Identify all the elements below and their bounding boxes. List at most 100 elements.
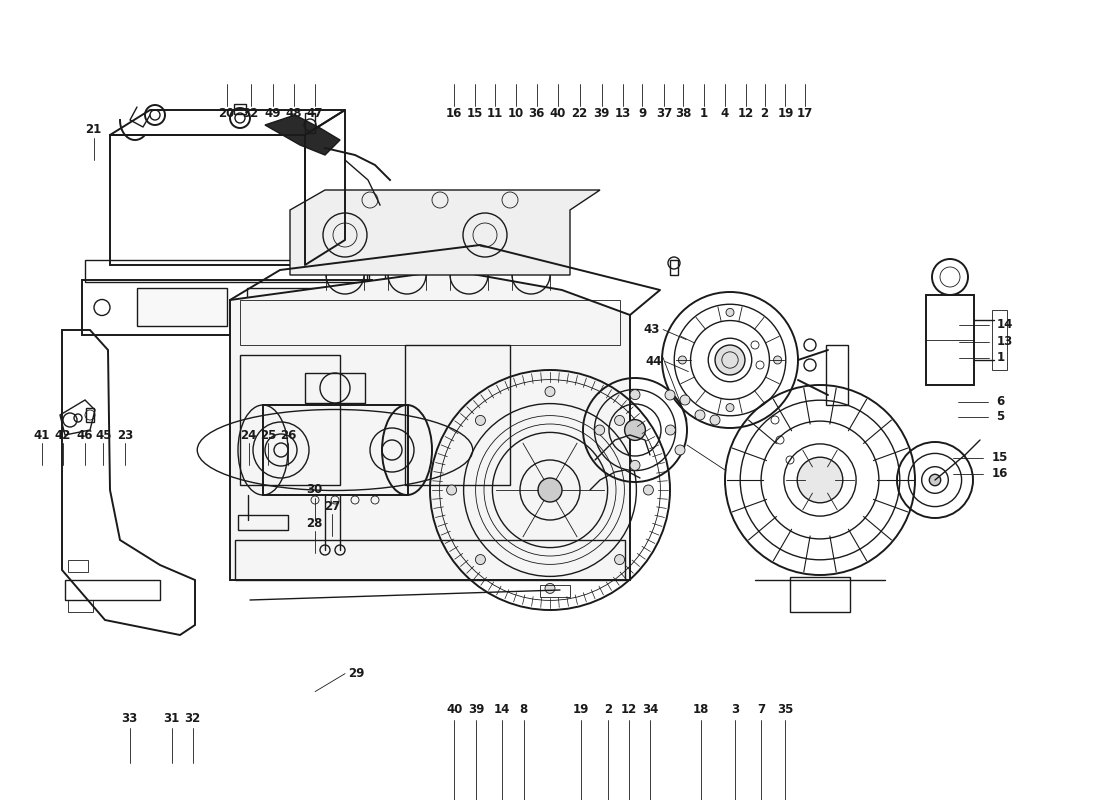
Bar	[926, 295, 974, 385]
Text: 47: 47	[307, 107, 322, 120]
Text: 20: 20	[219, 107, 234, 120]
Polygon shape	[265, 115, 340, 155]
Text: 5: 5	[996, 410, 1004, 423]
Text: 16: 16	[991, 467, 1008, 480]
Text: 32: 32	[185, 712, 200, 725]
Text: 27: 27	[324, 500, 340, 513]
Circle shape	[726, 403, 734, 411]
Text: 6: 6	[996, 395, 1004, 408]
Circle shape	[719, 350, 740, 370]
Text: 17: 17	[798, 107, 813, 120]
Circle shape	[679, 356, 686, 364]
Bar	[540, 585, 570, 597]
Text: 35: 35	[778, 703, 793, 716]
Text: 9: 9	[638, 107, 647, 120]
Bar	[85, 260, 368, 282]
Bar	[240, 300, 620, 345]
Bar	[305, 373, 365, 403]
Text: 14: 14	[494, 703, 509, 716]
Circle shape	[666, 390, 675, 400]
Bar	[405, 345, 510, 485]
Bar	[826, 345, 848, 405]
Text: 44: 44	[645, 355, 661, 368]
Circle shape	[675, 445, 685, 455]
Text: 13: 13	[615, 107, 630, 120]
Circle shape	[644, 485, 653, 495]
Circle shape	[805, 465, 835, 495]
Text: 40: 40	[447, 703, 462, 716]
Text: 29: 29	[348, 667, 364, 680]
Text: 38: 38	[675, 107, 691, 120]
Circle shape	[544, 386, 556, 397]
Text: 19: 19	[573, 703, 588, 716]
Text: 43: 43	[644, 323, 659, 336]
Text: 41: 41	[34, 429, 50, 442]
Text: 48: 48	[286, 107, 301, 120]
Text: 46: 46	[77, 429, 92, 442]
Text: 13: 13	[997, 335, 1013, 348]
Text: 8: 8	[519, 703, 528, 716]
Text: 18: 18	[693, 703, 708, 716]
Bar	[670, 260, 678, 275]
Circle shape	[475, 554, 485, 565]
Text: 1: 1	[997, 351, 1005, 364]
Text: 39: 39	[469, 703, 484, 716]
Text: 39: 39	[594, 107, 609, 120]
Text: 14: 14	[997, 318, 1013, 331]
Bar	[110, 135, 305, 265]
Text: 19: 19	[778, 107, 793, 120]
Circle shape	[595, 425, 605, 435]
Text: 49: 49	[265, 107, 282, 120]
Bar	[82, 280, 372, 335]
Text: 23: 23	[118, 429, 133, 442]
Circle shape	[726, 308, 734, 317]
Circle shape	[625, 419, 646, 440]
Text: 40: 40	[550, 107, 565, 120]
Text: 4: 4	[720, 107, 729, 120]
Bar	[86, 408, 94, 422]
Text: 15: 15	[991, 451, 1008, 464]
Bar	[263, 405, 408, 495]
Text: 37: 37	[657, 107, 672, 120]
Text: 34: 34	[642, 703, 658, 716]
Text: 11: 11	[487, 107, 503, 120]
Bar	[790, 577, 850, 612]
Circle shape	[798, 457, 843, 503]
Text: 12: 12	[621, 703, 637, 716]
Text: 26: 26	[280, 429, 296, 442]
Bar	[238, 515, 288, 530]
Text: 1: 1	[700, 107, 708, 120]
Text: 15: 15	[468, 107, 483, 120]
Text: 36: 36	[529, 107, 544, 120]
Bar	[65, 580, 160, 600]
Bar	[305, 113, 315, 133]
Circle shape	[475, 415, 485, 426]
Text: 33: 33	[122, 712, 138, 725]
Text: 28: 28	[307, 517, 322, 530]
Bar	[367, 250, 385, 295]
Circle shape	[544, 583, 556, 594]
Bar	[68, 560, 88, 572]
Text: 10: 10	[508, 107, 524, 120]
Circle shape	[666, 425, 675, 435]
Circle shape	[710, 415, 720, 425]
Text: 2: 2	[604, 703, 613, 716]
Circle shape	[680, 395, 690, 405]
Circle shape	[695, 410, 705, 420]
Text: 42: 42	[55, 429, 70, 442]
Text: 45: 45	[96, 429, 112, 442]
Bar	[248, 288, 346, 326]
Polygon shape	[290, 190, 600, 275]
Text: 16: 16	[447, 107, 462, 120]
Text: 7: 7	[757, 703, 766, 716]
Text: 3: 3	[730, 703, 739, 716]
Circle shape	[615, 554, 625, 565]
Bar	[240, 355, 340, 485]
Text: 22: 22	[572, 107, 587, 120]
Bar	[235, 540, 625, 580]
Circle shape	[715, 345, 745, 375]
Circle shape	[930, 474, 940, 486]
Bar	[992, 310, 1007, 370]
Text: 2: 2	[760, 107, 769, 120]
Text: 31: 31	[164, 712, 179, 725]
